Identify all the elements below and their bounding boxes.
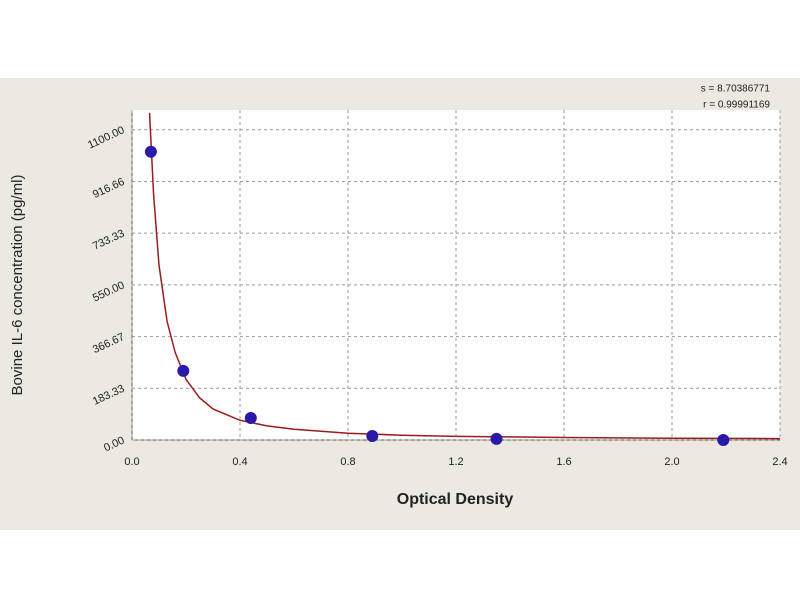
- data-point: [144, 145, 157, 158]
- y-axis-label: Bovine IL-6 concentration (pg/ml): [9, 175, 26, 396]
- x-tick-label: 2.4: [772, 456, 787, 468]
- data-point: [244, 412, 257, 424]
- data-point: [717, 434, 730, 446]
- x-axis-label: Optical Density: [397, 491, 514, 508]
- x-tick-label: 0.8: [340, 456, 355, 468]
- data-point: [177, 364, 190, 377]
- annotation: s = 8.70386771: [701, 84, 771, 95]
- x-tick-label: 0.4: [232, 456, 247, 468]
- x-tick-label: 1.2: [448, 456, 463, 468]
- annotation: r = 0.99991169: [703, 100, 770, 111]
- data-point: [366, 430, 379, 443]
- x-tick-label: 0.0: [124, 456, 139, 468]
- x-tick-label: 1.6: [556, 456, 571, 468]
- x-tick-label: 2.0: [664, 456, 679, 468]
- data-point: [490, 432, 503, 445]
